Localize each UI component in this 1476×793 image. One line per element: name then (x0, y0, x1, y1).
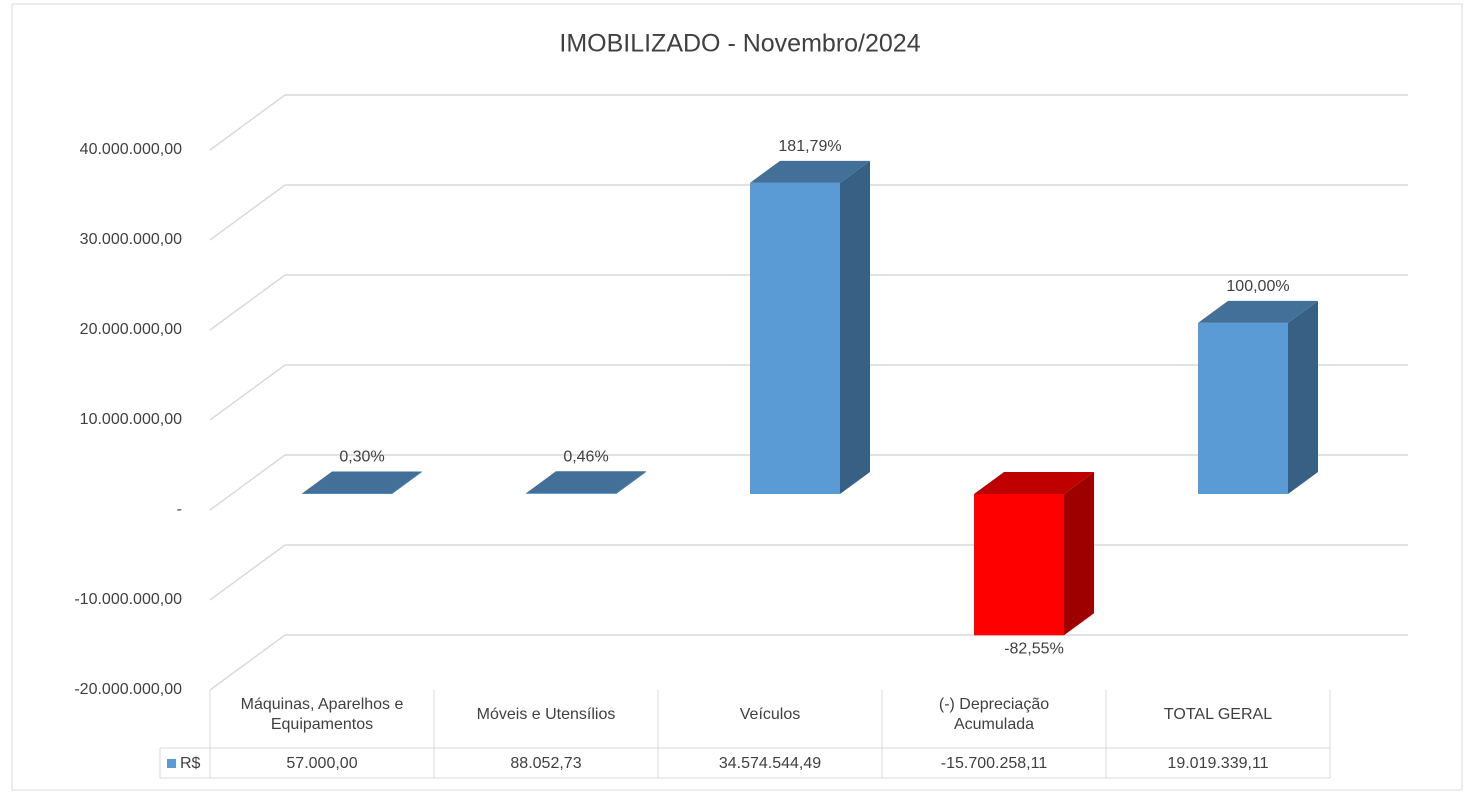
table-value: -15.700.258,11 (941, 755, 1048, 772)
table-header: TOTAL GERAL (1164, 706, 1272, 723)
bar-front (750, 182, 840, 494)
grid-line-side (209, 364, 286, 421)
bar-side (616, 471, 646, 494)
y-tick-label: -10.000.000,00 (74, 591, 182, 608)
legend-label: R$ (180, 755, 201, 772)
bar-top (974, 472, 1094, 494)
table-value: 88.052,73 (510, 755, 581, 772)
chart-title: IMOBILIZADO - Novembro/2024 (559, 30, 920, 58)
bar-front (974, 494, 1064, 636)
bar-top (1198, 300, 1318, 323)
bar (526, 471, 646, 494)
bar-front (302, 493, 392, 494)
y-tick-label: -20.000.000,00 (74, 681, 182, 698)
grid-line-side (209, 94, 286, 151)
bar-side (1064, 472, 1094, 636)
table-header: Veículos (740, 706, 800, 723)
bar (974, 472, 1094, 636)
table-value: 57.000,00 (286, 755, 357, 772)
table-value: 19.019.339,11 (1167, 755, 1268, 772)
legend-key (167, 759, 176, 768)
data-label: -82,55% (1004, 641, 1064, 658)
table-value: 34.574.544,49 (719, 755, 821, 772)
bar (750, 160, 870, 494)
bar (1198, 300, 1318, 494)
bar-side (1288, 300, 1318, 494)
y-tick-label: 10.000.000,00 (80, 411, 182, 428)
data-label: 0,30% (339, 449, 384, 466)
bar-front (526, 493, 616, 494)
bar-top (302, 471, 422, 494)
grid-line-side (209, 634, 286, 691)
table-header: Máquinas, Aparelhos e Equipamentos (241, 696, 404, 733)
grid-line-side (209, 544, 286, 601)
data-label: 100,00% (1226, 278, 1289, 295)
y-tick-label: - (177, 501, 182, 518)
bar (302, 471, 422, 494)
bar-top (750, 160, 870, 183)
grid-line-side (209, 184, 286, 241)
data-label: 0,46% (563, 448, 608, 465)
grid-line-side (209, 274, 286, 331)
y-tick-label: 20.000.000,00 (80, 321, 182, 338)
data-label: 181,79% (778, 138, 841, 155)
y-tick-label: 30.000.000,00 (80, 231, 182, 248)
bar-top (526, 471, 646, 494)
table-header: (-) Depreciação Acumulada (939, 696, 1049, 733)
bar-side (840, 160, 870, 494)
bar-front (1198, 322, 1288, 494)
bar-side (392, 471, 422, 494)
y-tick-label: 40.000.000,00 (80, 141, 182, 158)
table-header: Móveis e Utensílios (477, 706, 616, 723)
grid-line-side (209, 454, 286, 511)
